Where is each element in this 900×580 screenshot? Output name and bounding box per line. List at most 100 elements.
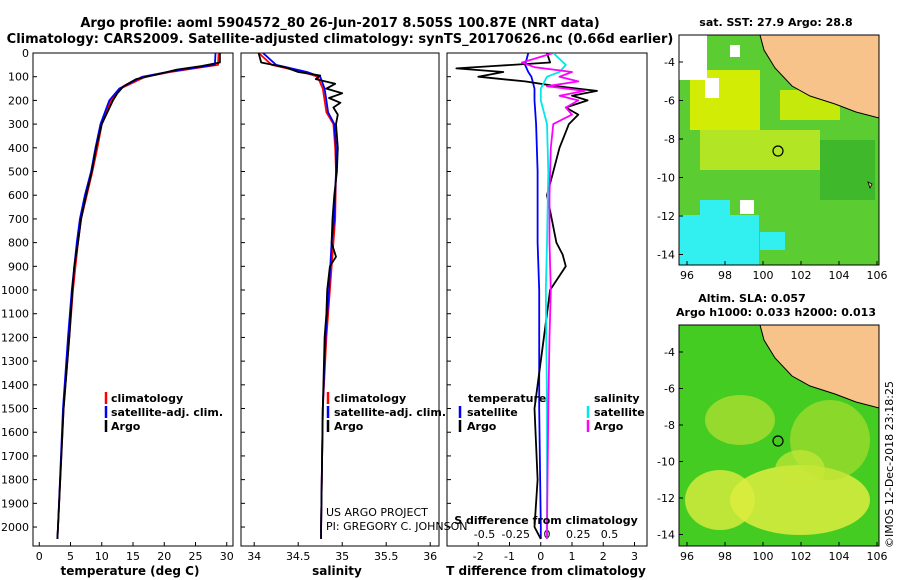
x-tick-label: 15: [126, 550, 140, 563]
x-tick-label: 1: [569, 550, 576, 563]
sla-high-patch: [730, 465, 870, 535]
series-line-t-argo: [455, 53, 598, 540]
x-tick-label: 0: [36, 550, 43, 563]
map-lat-label: -4: [664, 346, 675, 359]
legend-label-s-satellite: satellite: [594, 406, 645, 419]
x-tick-label: 20: [157, 550, 171, 563]
legend-label-climatology: climatology: [334, 392, 406, 405]
depth-tick-label: 600: [8, 189, 29, 202]
argo-position-marker: [772, 435, 784, 447]
x-tick-label: 35: [335, 550, 349, 563]
x-tick-label: 34: [247, 550, 261, 563]
sst-cloud-mask: [730, 45, 740, 57]
x-tick-label: -1: [504, 550, 515, 563]
title-line-1: Argo profile: aoml 5904572_80 26-Jun-201…: [80, 16, 599, 31]
x-tick-label: 2: [600, 550, 607, 563]
sla-map-axes: 96 98 100 102 104 106 -4 -6 -8 -10 -12 -14: [657, 346, 887, 563]
s-diff-tick-label: -0.5: [474, 528, 495, 541]
map-lat-label: -14: [657, 249, 675, 262]
series-line-s-argo: [521, 53, 586, 539]
legend-title-salinity: salinity: [594, 392, 640, 405]
series-line-argo: [257, 53, 344, 539]
map-lon-label: 102: [791, 269, 812, 282]
map-lon-label: 102: [791, 550, 812, 563]
depth-tick-label: 500: [8, 166, 29, 179]
depth-tick-label: 300: [8, 118, 29, 131]
map-lat-label: -6: [664, 95, 675, 108]
x-tick-label: 25: [189, 550, 203, 563]
x-tick-label: 36: [423, 550, 437, 563]
x-tick-label: 3: [631, 550, 638, 563]
map-lat-label: -12: [657, 492, 675, 505]
sst-map-axes: 96 98 100 102 104 106 -4 -6 -8 -10 -12 -14: [657, 56, 887, 282]
depth-tick-label: 1200: [1, 331, 29, 344]
depth-tick-label: 1000: [1, 284, 29, 297]
sla-map-title-2: Argo h1000: 0.033 h2000: 0.013: [676, 306, 876, 319]
salinity-lines: [257, 53, 344, 539]
depth-tick-label: 800: [8, 237, 29, 250]
imos-credit: ©IMOS 12-Dec-2018 23:18:25: [883, 381, 896, 548]
sst-map-frame: [678, 34, 880, 266]
sla-mid-patch: [775, 450, 825, 490]
map-lon-label: 96: [680, 269, 694, 282]
depth-tick-label: 2000: [1, 521, 29, 534]
map-lat-label: -8: [664, 133, 675, 146]
depth-tick-label: 1100: [1, 308, 29, 321]
temperature-xlabel: temperature (deg C): [61, 564, 200, 578]
map-lon-label: 98: [718, 550, 732, 563]
map-lon-label: 106: [867, 269, 888, 282]
salinity-axis: 34 34.5 35 35.5 36: [247, 542, 437, 563]
legend-label-s-argo: Argo: [594, 420, 624, 433]
series-line-t-satellite: [524, 53, 542, 539]
sla-map: [678, 324, 880, 547]
depth-tick-label: 1600: [1, 426, 29, 439]
map-lon-label: 98: [718, 269, 732, 282]
legend-label-climatology: climatology: [111, 392, 183, 405]
legend-label-argo: Argo: [334, 420, 364, 433]
depth-axis: 0 100 200 300 400 500 600 700 800 900 1000 1100 1200…: [1, 47, 451, 534]
series-line-argo: [56, 53, 221, 539]
map-lon-label: 96: [680, 550, 694, 563]
sla-map-title-1: Altim. SLA: 0.057: [698, 292, 805, 305]
depth-tick-label: 1400: [1, 379, 29, 392]
depth-tick-label: 100: [8, 71, 29, 84]
project-credit: US ARGO PROJECT: [326, 506, 428, 519]
argo-position-marker: [772, 145, 784, 157]
depth-tick-label: 900: [8, 260, 29, 273]
map-lat-label: -4: [664, 56, 675, 69]
salinity-panel-frame: [240, 52, 440, 547]
sla-map-frame: [678, 324, 880, 547]
legend-label-t-satellite: satellite: [467, 406, 518, 419]
t-difference-xlabel: T difference from climatology: [446, 564, 646, 578]
depth-tick-label: 1300: [1, 355, 29, 368]
map-lon-label: 100: [753, 550, 774, 563]
map-lon-label: 104: [829, 550, 850, 563]
temperature-lines: [56, 53, 221, 539]
sst-warm-patch: [700, 130, 820, 170]
depth-tick-label: 400: [8, 142, 29, 155]
x-tick-label: 10: [95, 550, 109, 563]
depth-tick-label: 1500: [1, 403, 29, 416]
sst-cloud-mask: [740, 200, 754, 214]
s-diff-tick-label: -0.25: [502, 528, 530, 541]
map-lat-label: -10: [657, 456, 675, 469]
x-tick-label: 34.5: [286, 550, 311, 563]
s-diff-tick-label: 0.5: [601, 528, 619, 541]
depth-tick-label: 1700: [1, 450, 29, 463]
sla-high-patch: [685, 470, 755, 530]
sst-cloud-mask: [705, 78, 719, 98]
sst-map: [678, 34, 880, 266]
difference-legend: temperature satellite Argo salinity sate…: [458, 392, 645, 433]
sla-mid-patch: [705, 395, 775, 445]
depth-tick-label: 0: [22, 47, 29, 60]
depth-tick-label: 1900: [1, 497, 29, 510]
map-lat-label: -14: [657, 529, 675, 542]
map-lon-label: 106: [867, 550, 888, 563]
sst-cyan-patch: [679, 215, 759, 265]
sst-cloud-mask: [679, 35, 707, 80]
depth-tick-label: 700: [8, 213, 29, 226]
x-tick-label: 0: [537, 550, 544, 563]
legend-label-t-argo: Argo: [467, 420, 497, 433]
difference-lines: [455, 53, 598, 540]
map-lat-label: -10: [657, 172, 675, 185]
